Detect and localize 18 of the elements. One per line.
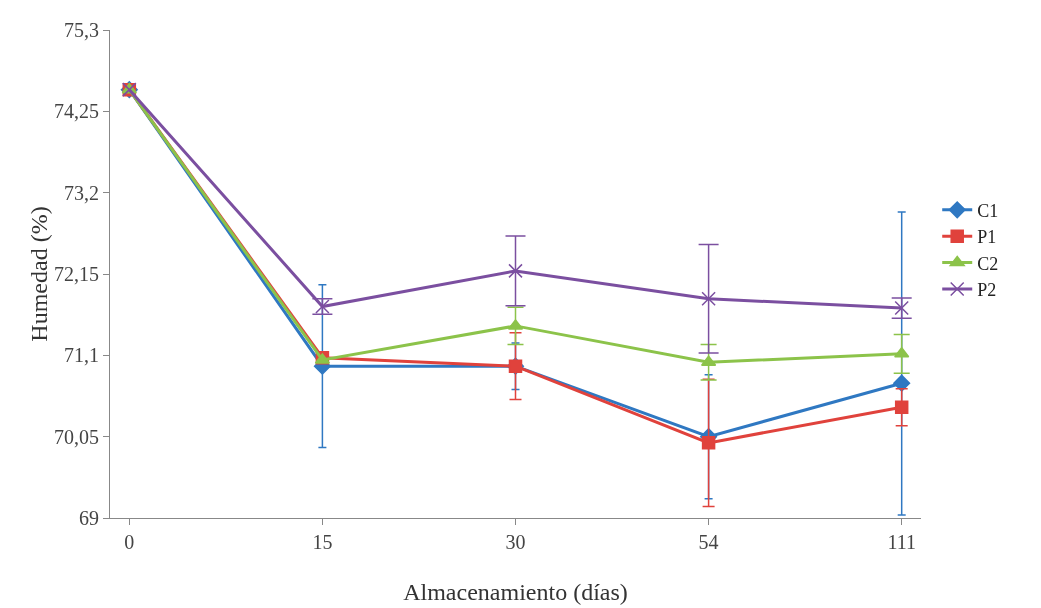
- y-tick-label: 72,15: [54, 263, 99, 285]
- y-tick-label: 74,25: [54, 100, 99, 123]
- x-tick-label: 54: [698, 531, 719, 553]
- y-tick-label: 71,1: [64, 344, 99, 367]
- y-tick-label: 73,2: [64, 181, 99, 204]
- legend-label: P2: [977, 280, 997, 301]
- legend-label: P1: [977, 227, 997, 248]
- x-axis-title: Almacenamiento (días): [403, 579, 628, 605]
- x-tick-label: 111: [887, 531, 916, 553]
- x-tick-label: 30: [505, 531, 526, 553]
- x-tick-label: 15: [312, 531, 333, 553]
- legend-label: C1: [977, 200, 999, 221]
- y-tick-label: 69: [79, 507, 99, 529]
- y-axis-title: Humedad (%): [26, 206, 52, 342]
- legend-label: C2: [977, 253, 999, 274]
- y-tick-label: 70,05: [54, 425, 99, 448]
- y-tick-label: 75,3: [64, 19, 99, 41]
- x-tick-label: 0: [124, 531, 135, 553]
